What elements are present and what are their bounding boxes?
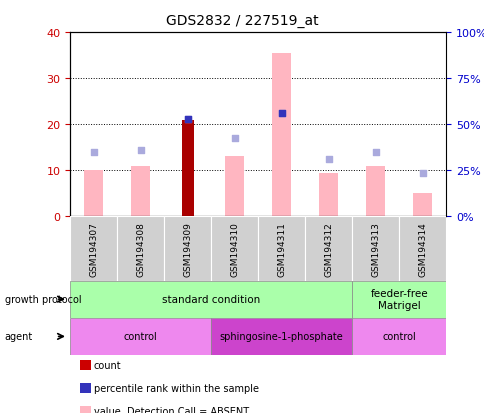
Bar bbox=[412, 194, 431, 217]
Bar bbox=[80, 406, 91, 413]
Point bbox=[183, 116, 191, 123]
Text: GSM194314: GSM194314 bbox=[417, 221, 426, 276]
Point bbox=[418, 170, 426, 176]
Text: GSM194311: GSM194311 bbox=[277, 221, 286, 276]
Bar bbox=[131, 166, 150, 217]
Text: GSM194308: GSM194308 bbox=[136, 221, 145, 276]
Point bbox=[277, 110, 285, 117]
Text: feeder-free
Matrigel: feeder-free Matrigel bbox=[370, 289, 427, 310]
Point bbox=[371, 149, 379, 156]
Bar bbox=[211, 318, 351, 355]
Bar bbox=[80, 361, 91, 370]
Point bbox=[183, 116, 191, 123]
Text: sphingosine-1-phosphate: sphingosine-1-phosphate bbox=[219, 332, 343, 342]
Text: GDS2832 / 227519_at: GDS2832 / 227519_at bbox=[166, 14, 318, 28]
Point bbox=[324, 156, 332, 163]
Bar bbox=[365, 166, 384, 217]
Bar bbox=[225, 157, 243, 217]
Text: growth protocol: growth protocol bbox=[5, 294, 81, 304]
Bar bbox=[70, 281, 351, 318]
Bar bbox=[80, 383, 91, 393]
Bar bbox=[182, 120, 193, 217]
Text: GSM194313: GSM194313 bbox=[370, 221, 379, 276]
Bar bbox=[272, 54, 290, 217]
Text: value, Detection Call = ABSENT: value, Detection Call = ABSENT bbox=[93, 406, 248, 413]
Bar bbox=[164, 217, 211, 281]
Text: percentile rank within the sample: percentile rank within the sample bbox=[93, 383, 258, 393]
Text: GSM194309: GSM194309 bbox=[183, 221, 192, 276]
Bar bbox=[351, 217, 398, 281]
Text: GSM194310: GSM194310 bbox=[230, 221, 239, 276]
Bar bbox=[70, 217, 117, 281]
Text: agent: agent bbox=[5, 332, 33, 342]
Bar bbox=[257, 217, 304, 281]
Text: GSM194312: GSM194312 bbox=[324, 221, 333, 276]
Text: control: control bbox=[381, 332, 415, 342]
Bar bbox=[70, 318, 211, 355]
Bar bbox=[318, 173, 337, 217]
Bar bbox=[351, 318, 445, 355]
Bar bbox=[304, 217, 351, 281]
Point bbox=[90, 149, 97, 156]
Point bbox=[277, 110, 285, 117]
Text: count: count bbox=[93, 361, 121, 370]
Bar bbox=[351, 281, 445, 318]
Text: standard condition: standard condition bbox=[162, 294, 260, 304]
Bar bbox=[398, 217, 445, 281]
Text: GSM194307: GSM194307 bbox=[89, 221, 98, 276]
Text: control: control bbox=[124, 332, 157, 342]
Bar bbox=[211, 217, 257, 281]
Bar bbox=[117, 217, 164, 281]
Point bbox=[230, 135, 238, 142]
Bar bbox=[84, 171, 103, 217]
Point bbox=[136, 147, 144, 154]
